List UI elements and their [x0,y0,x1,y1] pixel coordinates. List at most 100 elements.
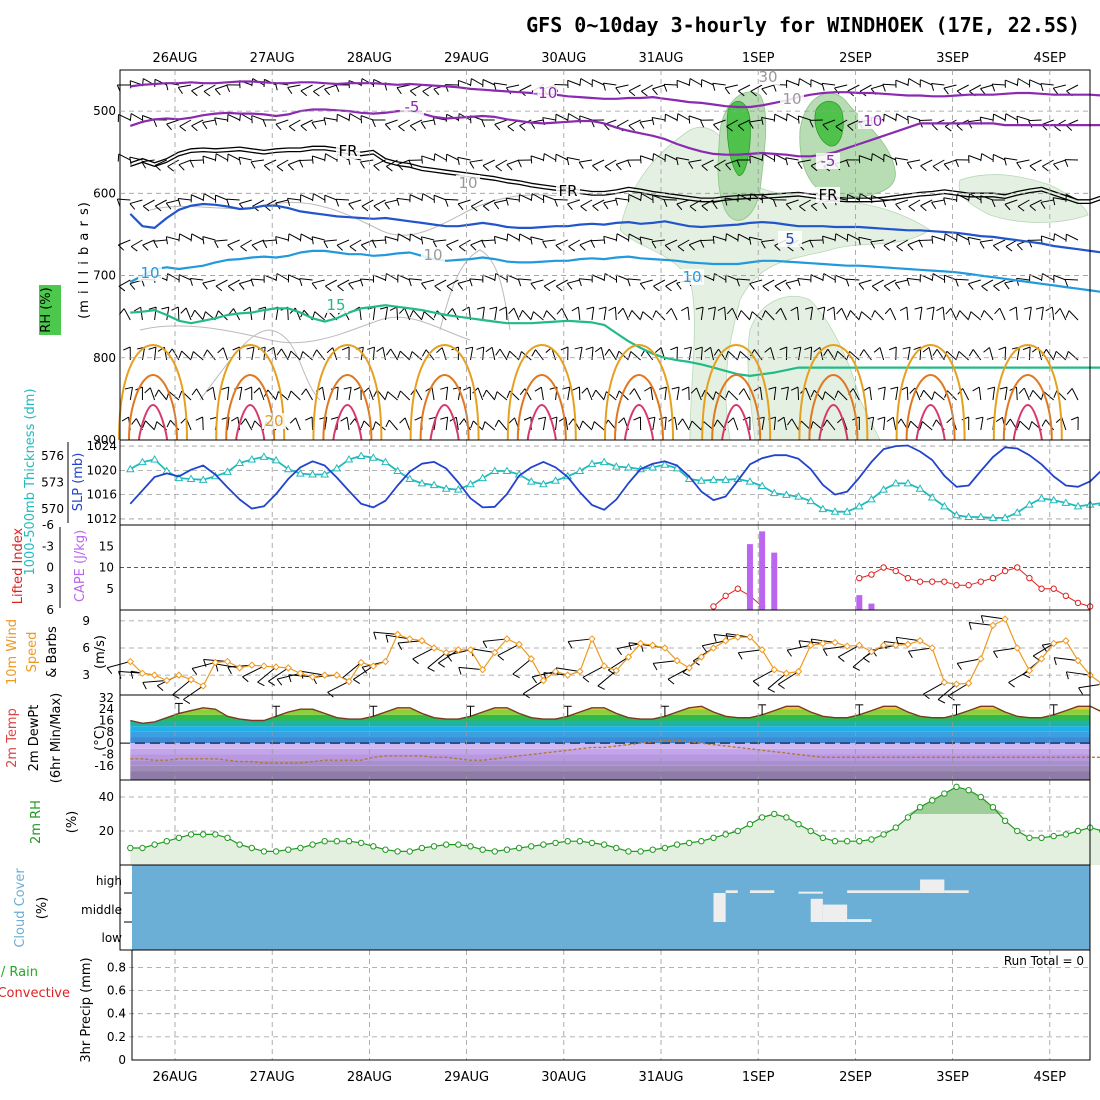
upper-wind-barb [1041,273,1054,282]
wind-barb-staff [311,119,325,123]
wind-barb-flag [372,421,377,430]
wind-barb-flag [738,388,745,395]
lifted-index-tick-label: 6 [46,603,54,617]
wind-barb-staff [1053,84,1066,89]
wind-barb-staff [506,159,520,165]
wind-barb-flag [555,285,563,292]
wind-barb-flag [133,306,141,312]
upper-wind-barb [899,306,909,321]
lifted-index-point [868,571,875,578]
wind-barb-flag [531,676,538,684]
upper-wind-barb [877,386,886,401]
upper-wind-barb [117,153,131,162]
temp-band [130,748,1090,755]
upper-wind-barb [1054,308,1067,321]
wind-barb-staff [346,417,350,431]
wind-barb-flag [482,421,486,430]
wind-barb-flag [822,649,828,657]
wind-barb-flag [785,80,788,88]
wind-barb-flag [523,693,530,699]
upper-wind-barb [664,153,678,162]
wind-barb-staff [858,236,872,241]
upper-wind-barb [469,278,483,287]
upper-wind-barb [980,153,994,162]
wind-barb-staff [718,348,727,361]
upper-wind-barb [664,113,678,122]
upper-wind-barb [1016,159,1030,170]
wind-barb-flag [556,308,563,315]
wind-barb-flag [858,193,861,202]
upper-wind-barb [936,306,945,321]
lifted-index-tick-label: 0 [46,561,54,575]
wind-barb-staff [630,351,641,361]
rh2m-point [686,839,693,847]
wind-barb-staff [386,273,398,281]
thickness-point [247,454,257,463]
upper-wind-barb [906,159,921,170]
wind-barb-staff [931,82,945,86]
wind-barb-staff [1066,84,1079,92]
wind-barb-staff [579,115,593,121]
wind-barb-staff [889,308,897,321]
wind-barb-flag [1041,419,1047,427]
wind-barb-staff [1004,387,1008,401]
temp-band [130,743,1090,749]
wind-barb-flag [178,164,185,171]
wind-barb-flag [999,386,1008,390]
upper-wind-barb [447,308,459,321]
contour-label: 20 [264,412,283,430]
wind-barb-staff [166,236,180,241]
wind-barb-flag [980,88,986,95]
thickness-point [490,466,500,474]
upper-wind-barb [943,159,957,171]
upper-wind-barb [214,84,228,96]
wind-barb-flag [489,306,497,310]
wind-barb-flag [409,310,414,318]
lifted-index-point [856,574,863,582]
wind-barb-flag [567,80,569,89]
wind-barb-staff [955,278,969,281]
wind-barb-flag [899,306,908,312]
upper-wind-barb [1040,199,1054,209]
upper-wind-barb [434,279,447,292]
wind10m-point [819,639,827,648]
upper-wind-barb [214,194,228,203]
wind-barb-staff [947,390,957,401]
wind-barb-flag [519,125,526,132]
wind-barb-staff [715,391,726,401]
upper-wind-barb [617,307,629,321]
wind-barb-staff [728,390,739,401]
wind-barb-flag [335,199,340,207]
wind-barb-flag [615,164,622,171]
rh2m-point [151,841,158,848]
wind-barb-flag [870,241,876,249]
upper-wind-barb [798,78,811,87]
wind-barb-flag [931,273,934,282]
upper-wind-barb [288,119,301,132]
upper-wind-barb [191,119,204,132]
upper-wind-barb [956,351,969,361]
upper-wind-barb [704,346,714,361]
wind-barb-staff [950,308,957,321]
wind10m-ylabel-part: Speed [25,632,40,673]
wind-barb-flag [1065,351,1069,359]
wind-barb-flag [946,417,953,424]
wind-barb-staff [894,157,908,161]
wind-barb-flag [203,659,207,667]
wind-barb-staff [579,278,593,281]
lifted-index-point [953,582,960,589]
wind-barb-flag [379,306,388,310]
wind-barb-flag [432,117,436,126]
cape-ylabel: CAPE (J/kg) [73,530,88,602]
wind-barb-staff [499,348,508,361]
thickness-point [624,462,633,471]
wind-barb-staff [497,643,520,656]
wind-barb-staff [202,155,216,161]
wind-barb-staff [507,233,520,241]
wind-barb-staff [743,388,751,401]
wind-barb-flag [130,671,134,679]
upper-wind-barb [943,274,957,283]
wind-barb-staff [631,310,641,321]
wind-barb-flag [153,240,158,249]
wind-barb-staff [1016,277,1030,281]
